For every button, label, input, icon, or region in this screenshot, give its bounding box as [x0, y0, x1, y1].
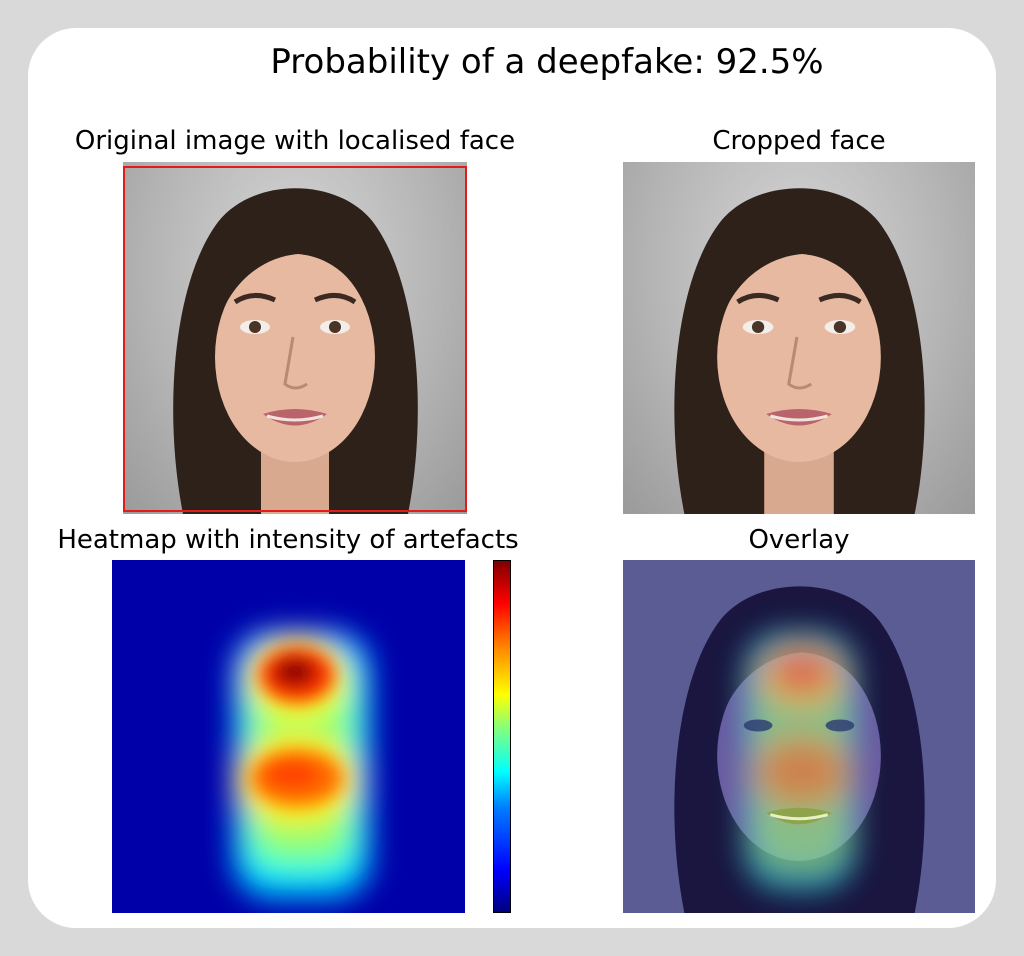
overlay-figure: [674, 586, 925, 913]
probability-title: Probability of a deepfake: 92.5%: [270, 42, 824, 82]
cropped-portrait-figure: [674, 188, 925, 514]
overlay-label: Overlay: [748, 525, 850, 555]
heatmap-colorbar: [493, 560, 511, 913]
original-image-label: Original image with localised face: [74, 126, 516, 156]
overlay-image: [623, 560, 975, 913]
original-image: [123, 162, 467, 514]
cropped-face-label: Cropped face: [712, 126, 886, 156]
cropped-face-image: [623, 162, 975, 514]
portrait-figure: [173, 188, 418, 514]
artefact-heatmap: [112, 560, 465, 913]
face-bounding-box: [123, 166, 467, 512]
heatmap-figure: [232, 630, 372, 900]
heatmap-label: Heatmap with intensity of artefacts: [57, 525, 519, 555]
